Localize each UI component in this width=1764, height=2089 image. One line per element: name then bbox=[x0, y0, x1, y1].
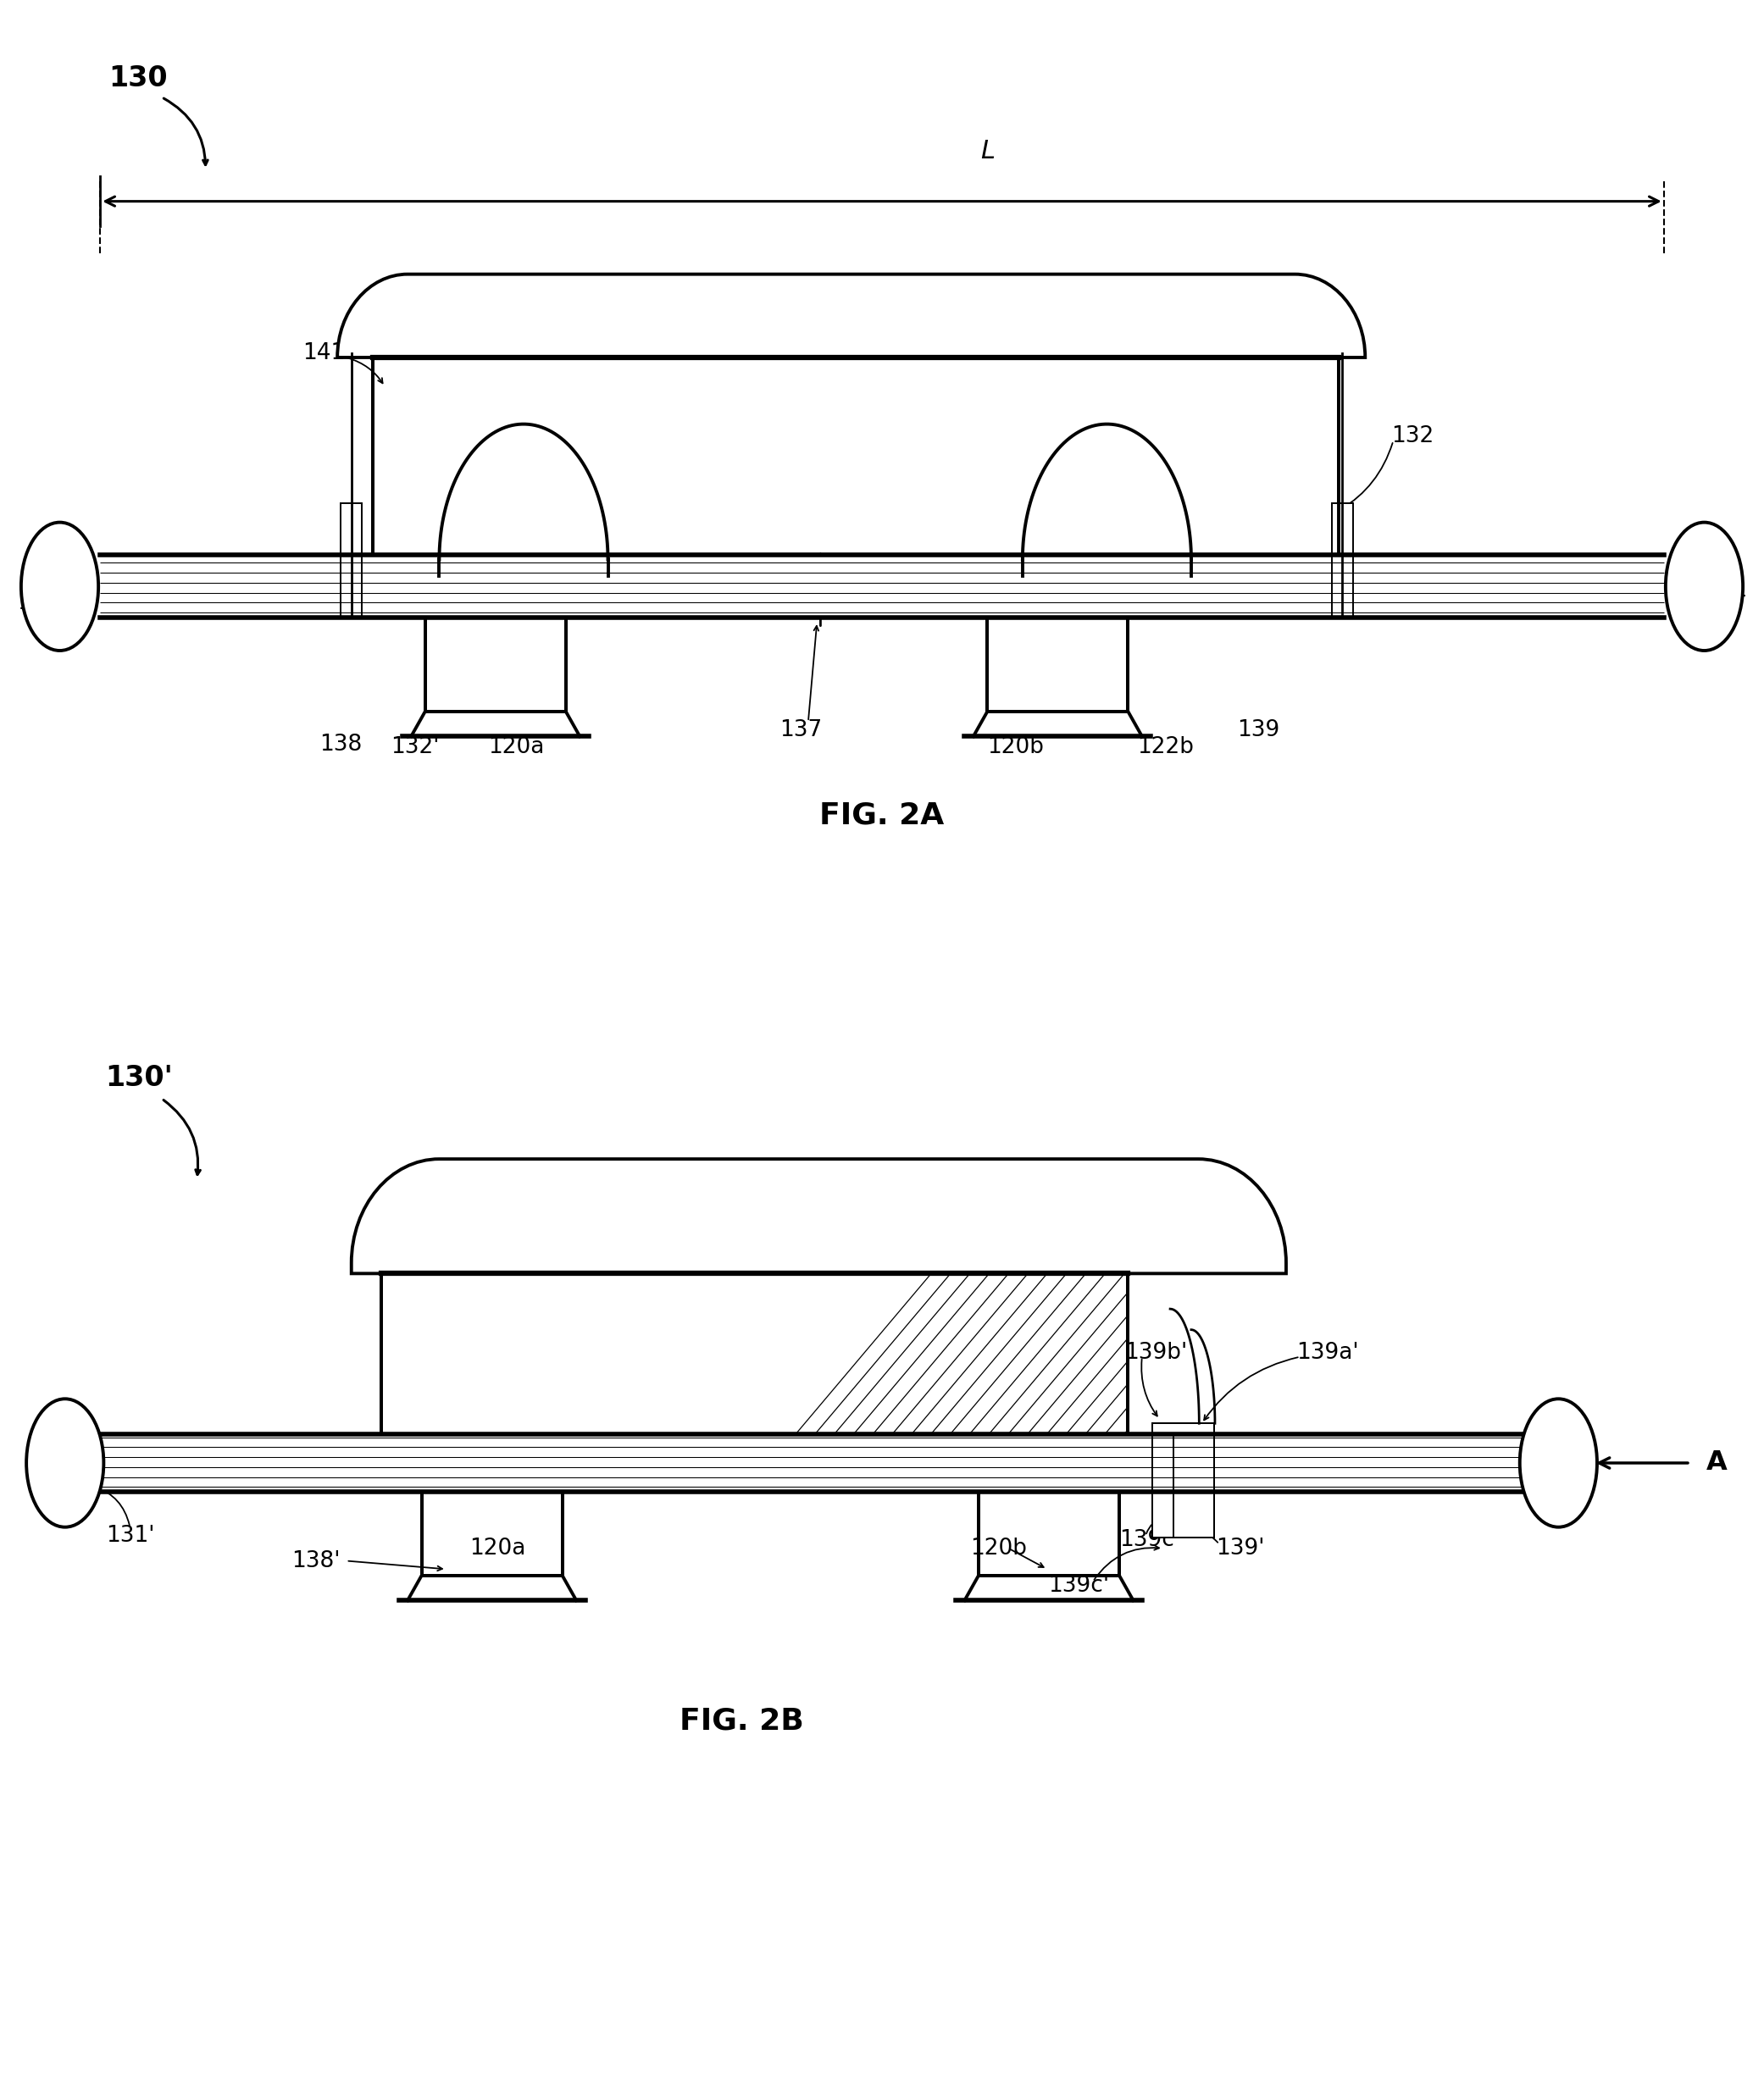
Text: 130: 130 bbox=[109, 65, 168, 92]
Ellipse shape bbox=[21, 522, 99, 650]
Bar bbox=[979, 1492, 1118, 1575]
Text: 140: 140 bbox=[799, 299, 841, 320]
Text: 139a': 139a' bbox=[1297, 1341, 1358, 1364]
Text: 141b: 141b bbox=[974, 315, 1030, 336]
Text: A: A bbox=[1706, 1450, 1727, 1477]
Text: 120a: 120a bbox=[489, 735, 545, 758]
Bar bbox=[1332, 503, 1353, 618]
Text: 134: 134 bbox=[1704, 583, 1746, 606]
Text: 139c': 139c' bbox=[1118, 1529, 1180, 1550]
Ellipse shape bbox=[26, 1400, 104, 1527]
Text: 131: 131 bbox=[249, 583, 291, 606]
Text: 120b: 120b bbox=[970, 1538, 1027, 1558]
Bar bbox=[101, 556, 1663, 618]
Text: 139: 139 bbox=[1237, 719, 1279, 742]
Text: 120b: 120b bbox=[988, 735, 1044, 758]
Bar bbox=[372, 357, 1339, 556]
Text: 132: 132 bbox=[1392, 426, 1434, 447]
Bar bbox=[381, 1274, 1127, 1433]
Bar bbox=[422, 1492, 563, 1575]
Text: 139': 139' bbox=[1215, 1538, 1265, 1558]
Bar bbox=[422, 1492, 563, 1575]
Ellipse shape bbox=[1665, 522, 1743, 650]
PathPatch shape bbox=[337, 274, 1365, 357]
Bar bbox=[425, 618, 566, 712]
Bar bbox=[988, 618, 1127, 712]
Text: 132': 132' bbox=[390, 735, 439, 758]
Text: 141a: 141a bbox=[302, 343, 358, 363]
Bar bbox=[1152, 1423, 1214, 1538]
Text: 135: 135 bbox=[649, 299, 693, 320]
Text: 139b': 139b' bbox=[1124, 1341, 1187, 1364]
Text: 137: 137 bbox=[780, 719, 822, 742]
Text: 138: 138 bbox=[319, 733, 362, 756]
Text: 130': 130' bbox=[106, 1063, 173, 1093]
Bar bbox=[979, 1492, 1118, 1575]
Text: L: L bbox=[981, 140, 995, 163]
Text: 133: 133 bbox=[18, 591, 60, 614]
Text: 139c': 139c' bbox=[1048, 1575, 1110, 1596]
PathPatch shape bbox=[351, 1159, 1286, 1274]
Text: 142: 142 bbox=[457, 309, 499, 330]
Text: 122b: 122b bbox=[1136, 735, 1194, 758]
Text: 138': 138' bbox=[291, 1550, 340, 1571]
Text: 120a: 120a bbox=[469, 1538, 526, 1558]
Ellipse shape bbox=[1521, 1400, 1596, 1527]
Bar bbox=[988, 618, 1127, 712]
Text: 131': 131' bbox=[106, 1525, 155, 1546]
Bar bbox=[1152, 1423, 1214, 1538]
Text: FIG. 2A: FIG. 2A bbox=[820, 800, 944, 829]
Bar bbox=[381, 1274, 1127, 1433]
Text: FIG. 2B: FIG. 2B bbox=[679, 1707, 804, 1736]
Bar bbox=[372, 357, 1339, 556]
Bar bbox=[340, 503, 362, 618]
Bar bbox=[425, 618, 566, 712]
Bar bbox=[101, 1433, 1584, 1492]
